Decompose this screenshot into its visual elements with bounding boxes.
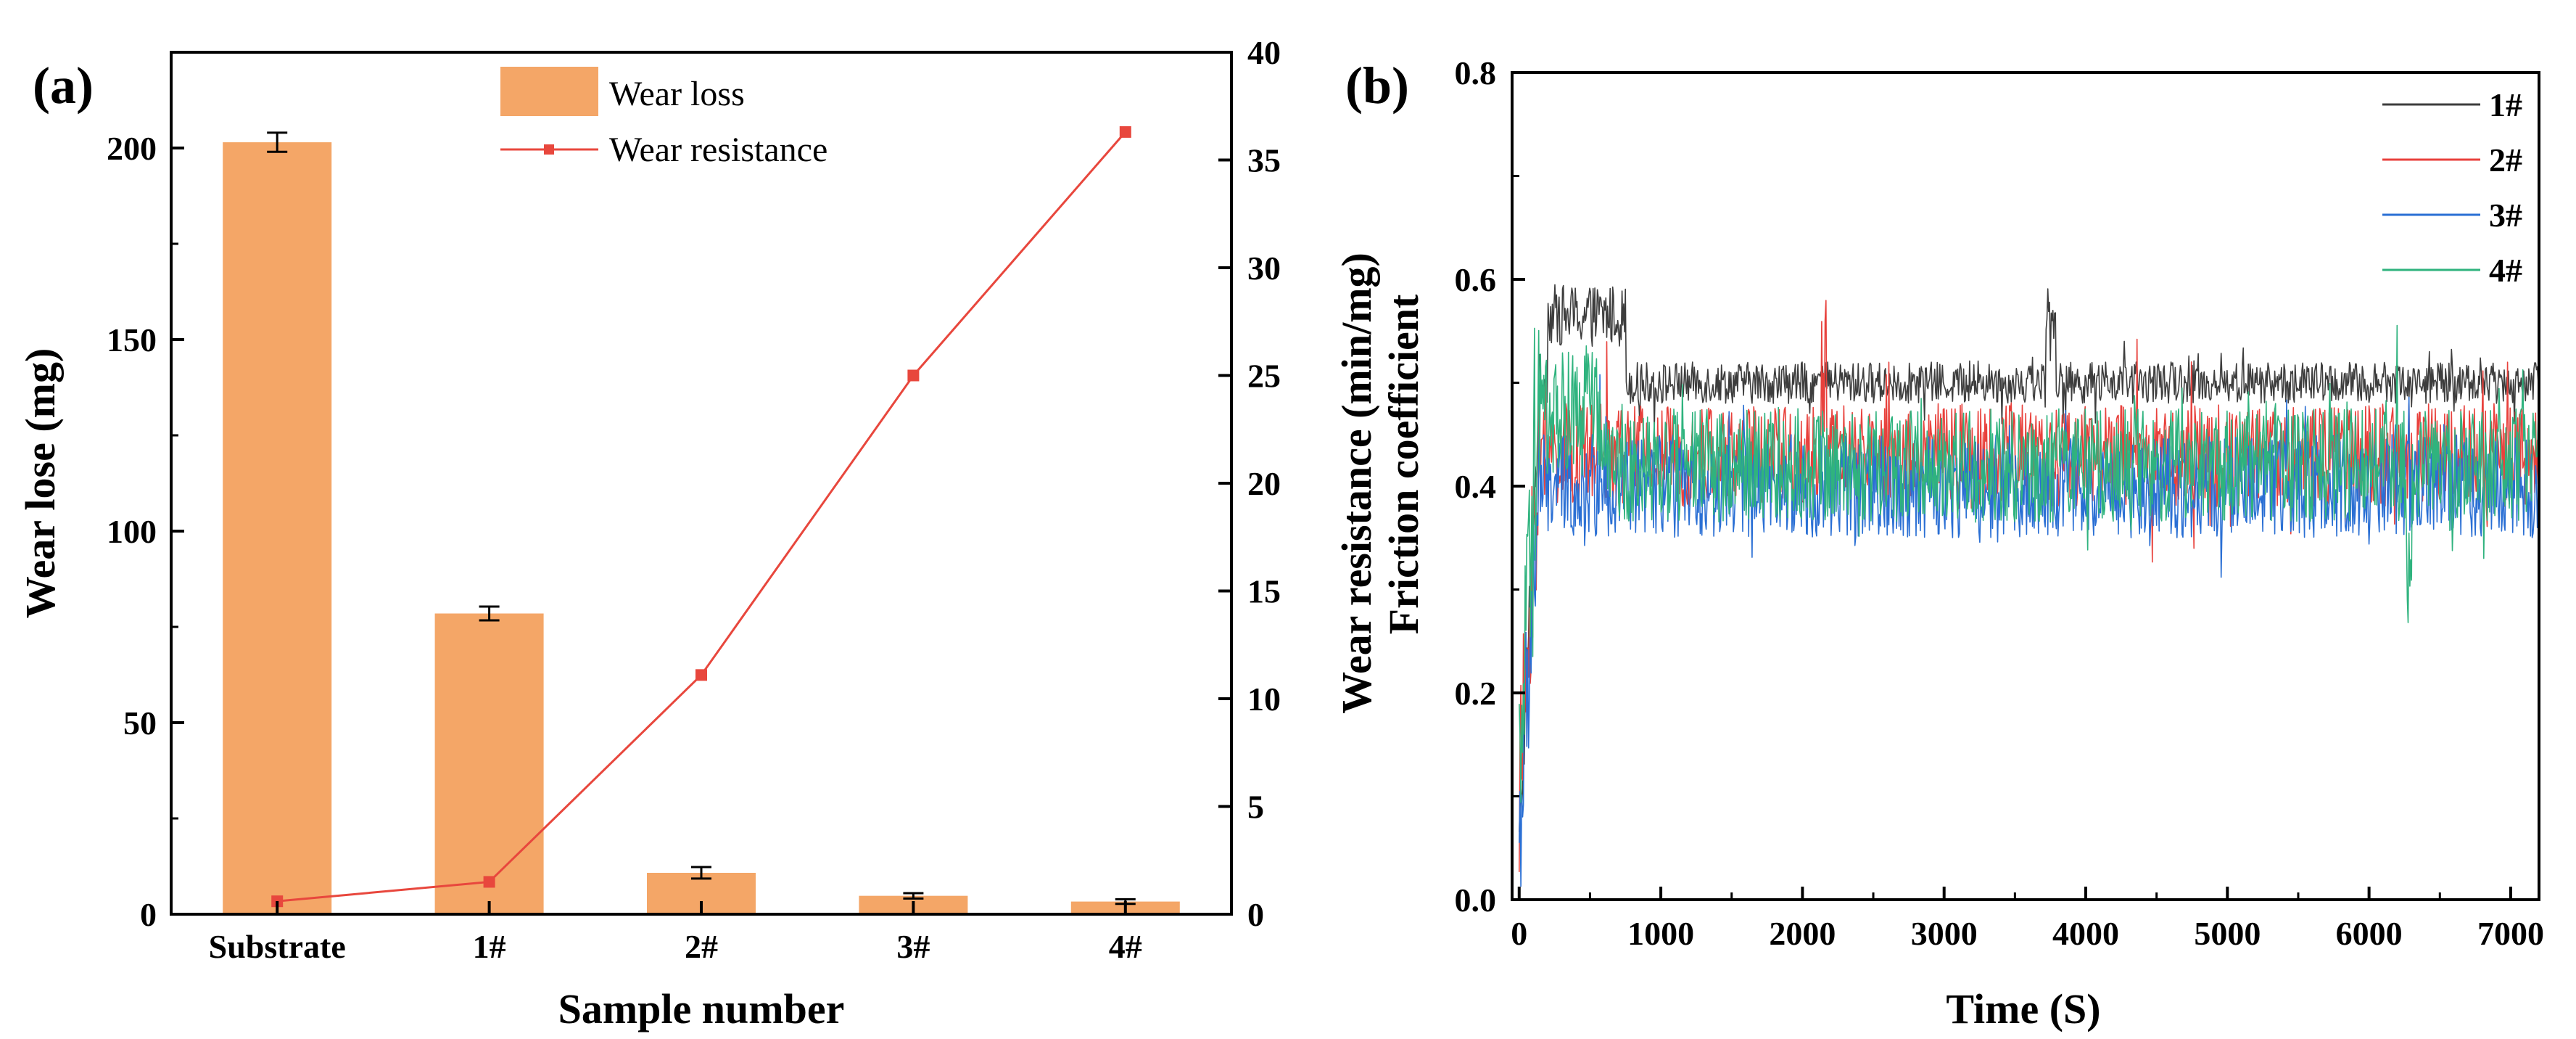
x-tick-label-0: Substrate: [209, 928, 346, 965]
panel-a-legend: Wear loss Wear resistance: [500, 67, 827, 169]
time-tick-label-6: 6000: [2336, 915, 2403, 952]
panel-a: (a) 0 50 100 150 200 0 5 10 15 20 25 30 35 40 Substrat…: [17, 34, 1380, 1032]
wear-resistance-point-3: [907, 369, 920, 382]
wear-loss-bars: [223, 131, 1180, 915]
legend-label-3: 3#: [2489, 197, 2522, 234]
y-tick-label-4: 200: [107, 130, 157, 167]
wear-resistance-point-2: [695, 669, 707, 681]
panel-a-label: (a): [33, 57, 94, 115]
panel-b-label: (b): [1345, 57, 1409, 115]
legend-wear-resistance-label: Wear resistance: [609, 131, 827, 169]
friction-series-4: [1519, 324, 2540, 803]
friction-tick-label-3: 0.6: [1455, 261, 1497, 298]
time-tick-label-3: 3000: [1911, 915, 1978, 952]
y2-tick-label-8: 40: [1247, 34, 1281, 71]
y2-tick-label-0: 0: [1247, 896, 1264, 933]
panel-a-ticks: 0 50 100 150 200 0 5 10 15 20 25 30 35 40 Substrate 1# 2…: [107, 34, 1281, 965]
friction-tick-label-2: 0.4: [1455, 468, 1497, 505]
x-tick-label-1: 1#: [473, 928, 506, 965]
legend-wear-loss-label: Wear loss: [609, 75, 745, 113]
legend-label-1: 1#: [2489, 86, 2522, 123]
x-axis-title: Sample number: [558, 985, 845, 1032]
friction-tick-label-1: 0.2: [1455, 675, 1497, 712]
time-tick-label-4: 4000: [2052, 915, 2119, 952]
y-tick-label-3: 150: [107, 321, 157, 358]
y2-axis-title: Wear resistance (min/mg): [1333, 252, 1380, 714]
bar-0: [223, 142, 332, 915]
y2-tick-label-4: 20: [1247, 465, 1281, 502]
y2-tick-label-6: 30: [1247, 250, 1281, 287]
panel-b-ticks: 0 1000 2000 3000 4000 5000 6000 7000 0.0 0.2 0.4 0.…: [1455, 54, 2544, 952]
friction-series-1: [1519, 284, 2540, 832]
y2-tick-label-1: 5: [1247, 789, 1264, 826]
legend-label-4: 4#: [2489, 252, 2522, 289]
friction-axis-title: Friction coefficient: [1380, 294, 1427, 634]
friction-series: [1519, 284, 2540, 887]
wear-resistance-point-1: [483, 876, 495, 888]
wear-resistance-point-4: [1119, 126, 1131, 138]
time-tick-label-1: 1000: [1627, 915, 1694, 952]
x-tick-label-3: 3#: [896, 928, 930, 965]
legend-label-2: 2#: [2489, 141, 2522, 178]
y-axis-title: Wear lose (mg): [17, 348, 64, 619]
time-axis-title: Time (S): [1946, 985, 2100, 1032]
y-tick-label-1: 50: [123, 705, 157, 742]
wear-resistance-line: [271, 126, 1131, 908]
time-tick-label-0: 0: [1511, 915, 1527, 952]
friction-tick-label-0: 0.0: [1455, 882, 1497, 919]
friction-series-2: [1519, 300, 2540, 872]
y2-tick-label-7: 35: [1247, 142, 1281, 179]
y2-tick-label-2: 10: [1247, 681, 1281, 718]
y2-tick-label-3: 15: [1247, 573, 1281, 610]
legend-wear-resistance-marker: [544, 144, 554, 155]
legend-wear-loss-swatch: [500, 67, 598, 116]
time-tick-label-7: 7000: [2477, 915, 2544, 952]
panel-b: (b) 0 1000 2000 3000 4000 5000 6000 70000.00.20…: [1345, 54, 2544, 1032]
x-tick-label-2: 2#: [685, 928, 718, 965]
time-tick-label-2: 2000: [1769, 915, 1836, 952]
y-tick-label-2: 100: [107, 513, 157, 550]
y2-tick-label-5: 25: [1247, 358, 1281, 395]
time-tick-label-5: 5000: [2194, 915, 2261, 952]
panel-b-legend: 1# 2# 3# 4#: [2382, 86, 2522, 289]
bar-1: [434, 613, 544, 914]
friction-tick-label-4: 0.8: [1455, 54, 1497, 91]
x-tick-label-4: 4#: [1109, 928, 1142, 965]
y-tick-label-0: 0: [140, 896, 157, 933]
wear-resistance-polyline: [277, 131, 1126, 903]
